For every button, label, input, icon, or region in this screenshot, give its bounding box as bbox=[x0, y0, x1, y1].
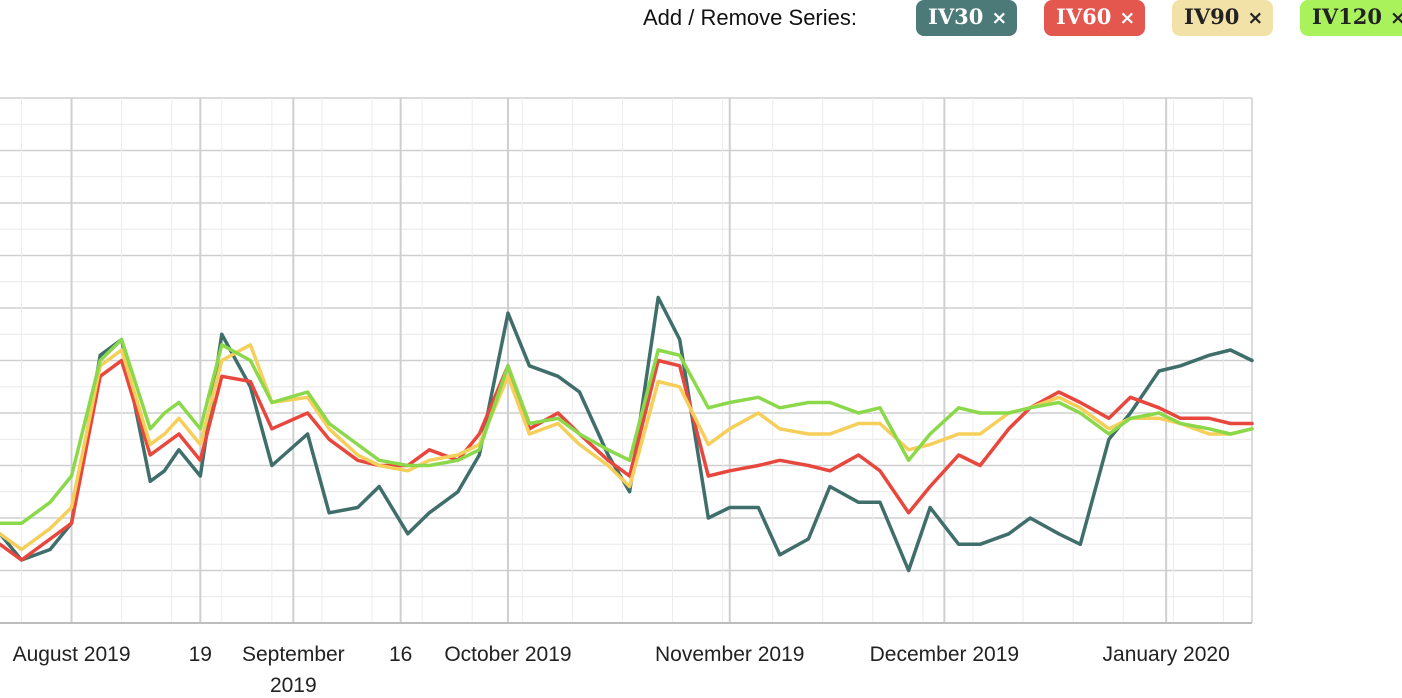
x-tick-label: November 2019 bbox=[655, 643, 804, 666]
x-tick-label: October 2019 bbox=[444, 643, 571, 666]
series-chip-iv30[interactable]: IV30 × bbox=[916, 0, 1018, 36]
series-chip-label: IV120 bbox=[1312, 4, 1382, 29]
series-chip-iv120[interactable]: IV120 × bbox=[1300, 0, 1402, 36]
remove-icon[interactable]: × bbox=[1247, 7, 1264, 29]
chart-series-lines bbox=[0, 295, 1254, 573]
x-tick-label: September 2019 bbox=[242, 643, 345, 697]
x-tick-label: December 2019 bbox=[870, 643, 1019, 666]
remove-icon[interactable]: × bbox=[1119, 7, 1136, 29]
series-line-iv120 bbox=[0, 337, 1254, 526]
remove-icon[interactable]: × bbox=[1389, 7, 1402, 29]
series-chip-label: IV60 bbox=[1056, 4, 1112, 29]
x-tick-label: January 2020 bbox=[1103, 643, 1230, 666]
series-chip-label: IV30 bbox=[928, 4, 984, 29]
x-tick-label: 16 bbox=[389, 643, 412, 666]
series-line-iv30 bbox=[0, 295, 1254, 573]
x-axis-tick-labels: August 2019 19 September 2019 16 October 2019… bbox=[13, 643, 1230, 697]
remove-icon[interactable]: × bbox=[991, 7, 1008, 29]
chart-grid bbox=[0, 97, 1253, 624]
series-chip-label: IV90 bbox=[1184, 4, 1240, 29]
x-tick-label: August 2019 bbox=[13, 643, 131, 666]
series-toolbar-label: Add / Remove Series: bbox=[643, 5, 857, 30]
x-tick-label: 19 bbox=[189, 643, 212, 666]
series-chip-iv90[interactable]: IV90 × bbox=[1172, 0, 1274, 36]
series-toolbar: Add / Remove Series: IV30 × IV60 × IV90 × I… bbox=[0, 0, 1402, 44]
series-line-iv60 bbox=[0, 358, 1254, 562]
series-line-iv90 bbox=[0, 343, 1254, 552]
series-chip-iv60[interactable]: IV60 × bbox=[1044, 0, 1146, 36]
